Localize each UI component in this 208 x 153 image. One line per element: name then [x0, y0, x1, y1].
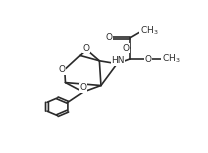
Text: O: O: [83, 44, 90, 53]
Text: O: O: [80, 83, 87, 92]
Text: O: O: [123, 44, 130, 53]
Text: O: O: [58, 65, 65, 74]
Text: CH$_3$: CH$_3$: [162, 53, 180, 65]
Text: CH$_3$: CH$_3$: [140, 24, 159, 37]
Text: HN: HN: [111, 56, 125, 65]
Text: O: O: [144, 54, 151, 63]
Text: O: O: [106, 33, 113, 42]
